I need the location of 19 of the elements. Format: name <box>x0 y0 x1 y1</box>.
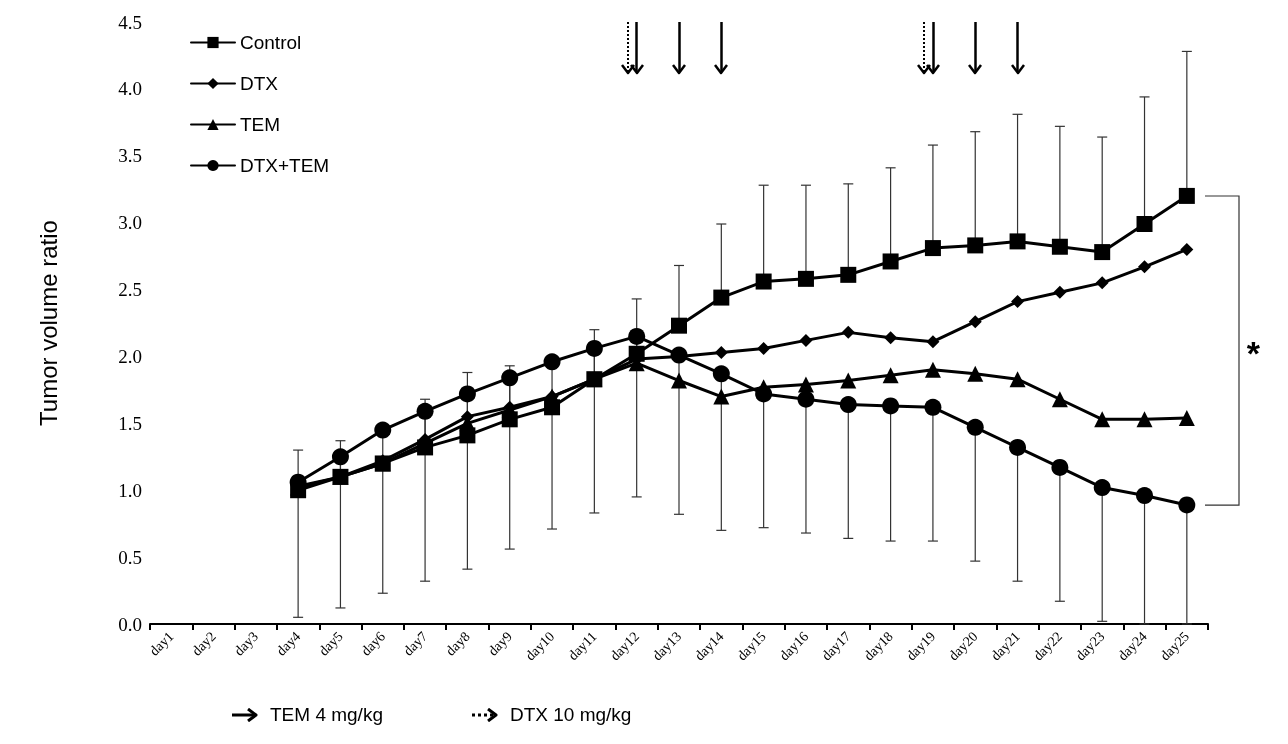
text: TEM 4 mg/kg <box>270 704 383 726</box>
legend-label: Control <box>240 32 302 53</box>
y-axis-title: Tumor volume ratio <box>34 220 62 426</box>
text: DTX 10 mg/kg <box>510 704 632 726</box>
y-tick-label: 4.5 <box>118 11 142 33</box>
y-tick-label: 2.0 <box>118 345 142 367</box>
legend-label: DTX <box>240 73 279 94</box>
text: * <box>1246 334 1261 374</box>
y-tick-label: 0.0 <box>118 613 142 635</box>
y-tick-label: 2.5 <box>118 279 142 301</box>
y-tick-label: 4.0 <box>118 78 142 100</box>
y-tick-label: 3.0 <box>118 212 142 234</box>
y-tick-label: 3.5 <box>118 145 142 167</box>
y-tick-label: 1.5 <box>118 412 142 434</box>
y-tick-label: 0.5 <box>118 546 142 568</box>
legend-label: DTX+TEM <box>240 155 330 176</box>
legend-label: TEM <box>240 114 281 135</box>
x-tick-label: day1 <box>146 628 177 659</box>
y-tick-label: 1.0 <box>118 479 142 501</box>
